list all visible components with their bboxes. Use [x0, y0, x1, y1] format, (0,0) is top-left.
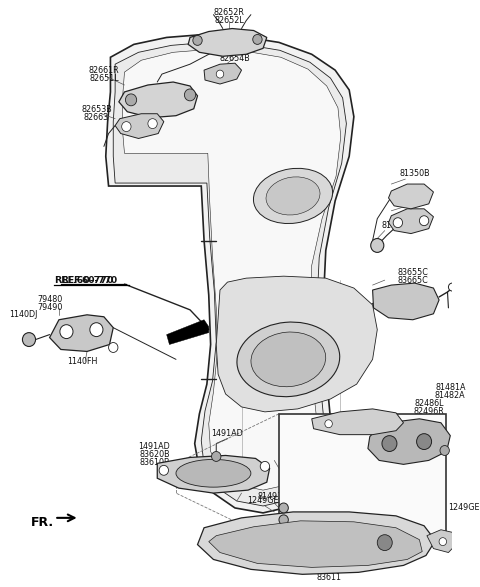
Text: 81350B: 81350B	[399, 168, 430, 178]
Bar	[279, 414, 445, 542]
Text: 1491AD: 1491AD	[139, 442, 170, 451]
Polygon shape	[427, 529, 457, 552]
Text: 82661R: 82661R	[89, 66, 119, 75]
Text: REF.60-770: REF.60-770	[61, 276, 117, 285]
Polygon shape	[157, 456, 270, 493]
Polygon shape	[49, 315, 113, 352]
Polygon shape	[312, 409, 404, 434]
Text: 83655C: 83655C	[397, 268, 428, 276]
Text: 79480: 79480	[37, 295, 62, 305]
Polygon shape	[388, 184, 433, 209]
Ellipse shape	[176, 460, 251, 487]
Text: 81410: 81410	[325, 491, 350, 501]
Text: 81420: 81420	[325, 500, 350, 508]
Text: 83610B: 83610B	[139, 458, 170, 467]
Polygon shape	[209, 521, 422, 568]
Text: 81456C: 81456C	[399, 197, 430, 205]
Text: 81481A: 81481A	[435, 383, 466, 392]
Polygon shape	[119, 82, 197, 117]
Circle shape	[439, 538, 446, 545]
Polygon shape	[188, 29, 267, 56]
Polygon shape	[204, 63, 241, 84]
Polygon shape	[167, 320, 209, 345]
Circle shape	[377, 535, 392, 551]
Ellipse shape	[251, 332, 326, 387]
Circle shape	[440, 446, 449, 456]
Circle shape	[122, 122, 131, 131]
Polygon shape	[115, 114, 164, 139]
Text: 83621: 83621	[316, 565, 341, 574]
Text: 82663: 82663	[84, 113, 109, 122]
Circle shape	[216, 70, 224, 78]
Circle shape	[212, 451, 221, 461]
Circle shape	[393, 218, 403, 228]
Circle shape	[325, 420, 332, 428]
Polygon shape	[372, 283, 439, 320]
Circle shape	[159, 465, 168, 475]
Circle shape	[279, 503, 288, 513]
Text: 82496R: 82496R	[413, 407, 444, 416]
Circle shape	[371, 238, 384, 252]
Text: REF.60-770: REF.60-770	[54, 276, 114, 285]
Text: 79490: 79490	[37, 303, 62, 312]
Text: 83611: 83611	[316, 573, 341, 582]
Text: 82654B: 82654B	[219, 54, 251, 63]
Ellipse shape	[266, 177, 320, 215]
Text: 1249GE: 1249GE	[247, 495, 279, 505]
Polygon shape	[368, 419, 450, 464]
Text: 1249GE: 1249GE	[448, 504, 479, 512]
Circle shape	[108, 343, 118, 352]
Circle shape	[184, 89, 196, 101]
Text: 81491F: 81491F	[258, 491, 287, 501]
Text: 1140FH: 1140FH	[67, 357, 97, 366]
Text: 82652R: 82652R	[214, 8, 245, 17]
Text: 82652L: 82652L	[215, 16, 244, 25]
Circle shape	[382, 436, 397, 451]
Circle shape	[148, 119, 157, 129]
Circle shape	[279, 515, 288, 525]
Circle shape	[279, 528, 288, 538]
Ellipse shape	[253, 168, 333, 224]
Text: 81477: 81477	[382, 221, 407, 230]
Text: FR.: FR.	[31, 517, 54, 529]
Circle shape	[193, 35, 202, 45]
Text: 1491AD: 1491AD	[212, 429, 243, 438]
Circle shape	[253, 35, 262, 45]
Polygon shape	[388, 209, 433, 234]
Circle shape	[90, 323, 103, 336]
Text: 82653B: 82653B	[81, 105, 112, 114]
Text: 81471F: 81471F	[344, 541, 373, 550]
Ellipse shape	[237, 322, 340, 397]
Text: 82651L: 82651L	[89, 73, 119, 83]
Circle shape	[260, 461, 270, 471]
Text: 82486L: 82486L	[414, 399, 444, 409]
Circle shape	[23, 333, 36, 346]
Text: 82664: 82664	[222, 46, 248, 55]
Circle shape	[417, 434, 432, 450]
Polygon shape	[197, 512, 435, 574]
Text: 83620B: 83620B	[139, 450, 170, 459]
Text: 83665C: 83665C	[397, 276, 428, 285]
Polygon shape	[122, 49, 341, 490]
Circle shape	[60, 325, 73, 339]
Polygon shape	[113, 42, 347, 506]
Circle shape	[125, 94, 137, 106]
Circle shape	[420, 216, 429, 225]
Text: 81482A: 81482A	[435, 390, 466, 400]
Polygon shape	[106, 35, 354, 513]
Polygon shape	[216, 276, 377, 412]
Circle shape	[448, 283, 456, 291]
Text: 1140DJ: 1140DJ	[9, 311, 37, 319]
